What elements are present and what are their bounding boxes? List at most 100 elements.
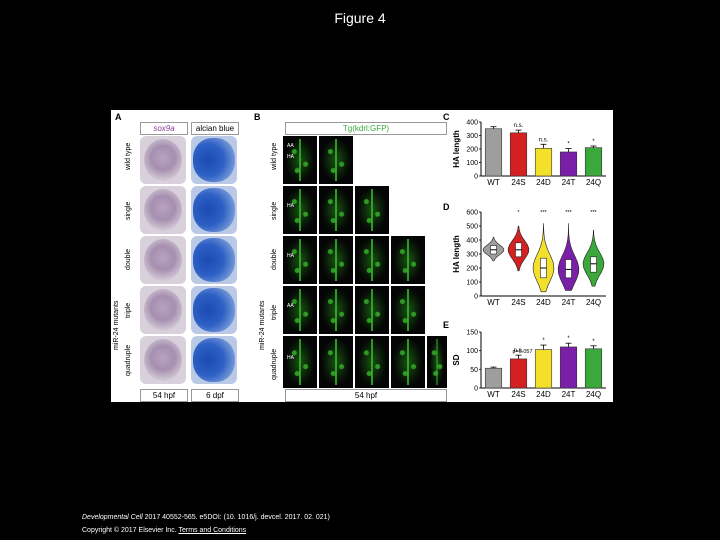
bar bbox=[584, 147, 603, 177]
ish-image bbox=[140, 236, 186, 284]
significance-label: * bbox=[567, 142, 570, 148]
significance-label: * bbox=[542, 338, 545, 344]
row-label-wild-type-b: wild type bbox=[271, 142, 278, 170]
significance-label: * bbox=[517, 210, 520, 216]
significance-label: *** bbox=[590, 210, 597, 216]
y-tick-label: 400 bbox=[466, 120, 478, 127]
chart-c: 0 100 200 300 400 HA length WT 24S 24D 24T 24Q n.s.… bbox=[452, 120, 606, 187]
bar bbox=[534, 349, 553, 389]
alcian-image bbox=[191, 136, 237, 184]
terms-link[interactable]: Terms and Conditions bbox=[178, 527, 247, 534]
violin bbox=[557, 223, 580, 291]
y-tick-label: 300 bbox=[466, 252, 478, 259]
y-tick-label: 0 bbox=[474, 294, 478, 301]
fluorescence-image bbox=[391, 336, 425, 388]
bar bbox=[559, 346, 578, 389]
bar bbox=[534, 148, 553, 177]
ish-image bbox=[140, 336, 186, 384]
y-axis-label: HA length bbox=[452, 235, 461, 273]
box bbox=[590, 256, 597, 273]
y-tick-label: 100 bbox=[466, 348, 478, 355]
fluorescence-image bbox=[355, 286, 389, 334]
y-tick-label: 50 bbox=[470, 367, 478, 374]
ish-image bbox=[140, 286, 186, 334]
y-tick-label: 0 bbox=[474, 174, 478, 181]
y-tick-label: 200 bbox=[466, 147, 478, 154]
bar bbox=[584, 348, 603, 389]
significance-label: * bbox=[592, 139, 595, 145]
significance-label: * bbox=[567, 336, 570, 342]
panel-label-c: C bbox=[443, 112, 450, 122]
fluorescence-image bbox=[391, 286, 425, 334]
fluorescence-image bbox=[319, 286, 353, 334]
row-label-triple-b: triple bbox=[271, 304, 278, 320]
figure-title: Figure 4 bbox=[334, 10, 386, 26]
fluorescence-image bbox=[283, 186, 317, 234]
chart-d: 0 100 200 300 400 500 600 HA length WT 24S 24D 24T 2… bbox=[452, 210, 606, 307]
y-tick-label: 100 bbox=[466, 280, 478, 287]
row-label-double: double bbox=[125, 248, 132, 270]
alcian-image bbox=[191, 336, 237, 384]
citation-text: 2017 40552-565. e5DOI: (10. 1016/j. devc… bbox=[142, 514, 330, 521]
significance-label: n.s. bbox=[514, 123, 524, 129]
vessel-label-aa: AA bbox=[287, 303, 294, 309]
x-tick-label: 24Q bbox=[586, 178, 601, 187]
fluorescence-image bbox=[427, 336, 447, 388]
significance-label: *** bbox=[565, 210, 572, 216]
row-label-single-b: single bbox=[271, 201, 278, 220]
alcian-image bbox=[191, 186, 237, 234]
bar bbox=[484, 128, 503, 177]
significance-label: *** bbox=[540, 210, 547, 216]
x-tick-label: WT bbox=[487, 390, 500, 399]
caption-line-1: Developmental Cell 2017 40552-565. e5DOI… bbox=[82, 514, 330, 521]
x-tick-label: 24D bbox=[536, 390, 551, 399]
chart-e: 0 50 100 150 SD WT 24S 24D 24T 24Q n.s. * * * p=0.057 bbox=[452, 330, 606, 399]
y-tick-label: 500 bbox=[466, 224, 478, 231]
fluorescence-image bbox=[283, 236, 317, 284]
fluorescence-image bbox=[391, 236, 425, 284]
vessel-label-ha: HA bbox=[287, 154, 294, 160]
y-tick-label: 400 bbox=[466, 238, 478, 245]
fluorescence-image bbox=[355, 186, 389, 234]
x-tick-label: 24S bbox=[511, 390, 525, 399]
copyright-text: Copyright © 2017 Elsevier Inc. bbox=[82, 527, 177, 534]
y-tick-label: 150 bbox=[466, 330, 478, 337]
row-label-single: single bbox=[125, 201, 132, 220]
footer-54hpf-b: 54 hpf bbox=[285, 389, 447, 402]
panel-label-d: D bbox=[443, 202, 450, 212]
group-label-mutants: miR-24 mutants bbox=[113, 300, 120, 350]
y-axis-label: HA length bbox=[452, 130, 461, 168]
footer-6dpf: 6 dpf bbox=[191, 389, 239, 402]
x-tick-label: 24S bbox=[511, 298, 525, 307]
vessel-label-ha: HA bbox=[287, 203, 294, 209]
y-axis-label: SD bbox=[452, 354, 461, 365]
fluorescence-image bbox=[355, 236, 389, 284]
x-tick-label: WT bbox=[487, 298, 500, 307]
caption-line-2: Copyright © 2017 Elsevier Inc. Terms and… bbox=[82, 527, 246, 534]
bar bbox=[509, 358, 528, 389]
figure-panel: A sox9a alcian blue wild type single dou… bbox=[111, 110, 613, 402]
panel-label-e: E bbox=[443, 320, 450, 330]
header-alcian-blue: alcian blue bbox=[191, 122, 239, 135]
fluorescence-image bbox=[283, 286, 317, 334]
fluorescence-image bbox=[319, 236, 353, 284]
y-tick-label: 600 bbox=[466, 210, 478, 217]
y-tick-label: 200 bbox=[466, 266, 478, 273]
journal-name: Developmental Cell bbox=[82, 514, 143, 521]
header-sox9a: sox9a bbox=[140, 122, 188, 135]
footer-54hpf-a: 54 hpf bbox=[140, 389, 188, 402]
x-tick-label: 24Q bbox=[586, 298, 601, 307]
panel-label-b: B bbox=[254, 112, 261, 122]
vessel-label-aa: AA bbox=[287, 143, 294, 149]
panel-label-a: A bbox=[115, 112, 122, 122]
header-tg-kdrl: Tg(kdrl:GFP) bbox=[285, 122, 447, 135]
x-tick-label: 24D bbox=[536, 178, 551, 187]
ish-image bbox=[140, 186, 186, 234]
ish-image bbox=[140, 136, 186, 184]
bar bbox=[559, 151, 578, 177]
significance-label: n.s. bbox=[539, 137, 549, 143]
row-label-double-b: double bbox=[271, 248, 278, 270]
x-tick-label: 24S bbox=[511, 178, 525, 187]
y-tick-label: 0 bbox=[474, 386, 478, 393]
x-tick-label: 24D bbox=[536, 298, 551, 307]
